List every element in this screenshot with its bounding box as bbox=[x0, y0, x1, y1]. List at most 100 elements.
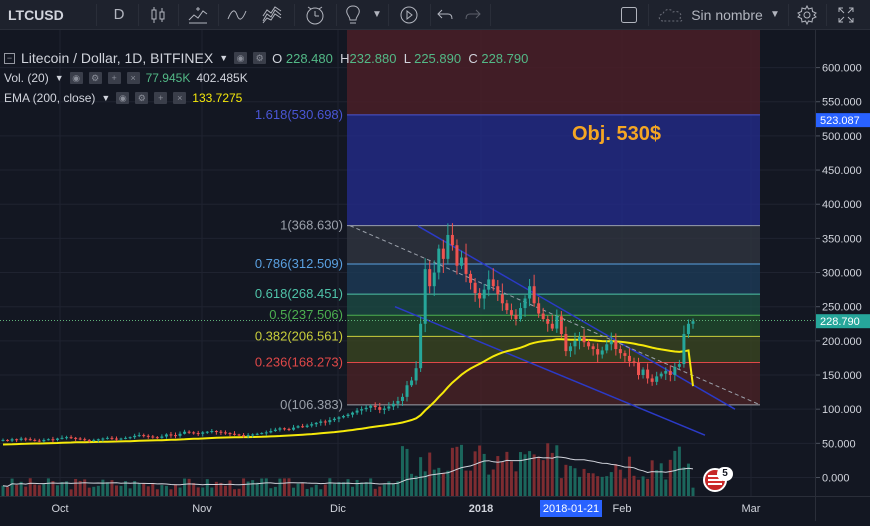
candle bbox=[237, 434, 241, 436]
candle bbox=[33, 439, 37, 441]
close-label: C bbox=[468, 50, 478, 66]
ema-legend: EMA (200, close) ▼ ◉ ⚙ + × 133.7275 bbox=[4, 91, 242, 105]
candle bbox=[323, 421, 327, 423]
candle bbox=[391, 403, 395, 407]
volume-bar bbox=[296, 483, 300, 496]
gear-icon[interactable]: ⚙ bbox=[88, 72, 102, 84]
volume-bar bbox=[509, 461, 513, 496]
volume-bar bbox=[432, 469, 436, 496]
volume-bar bbox=[242, 478, 246, 496]
collapse-legend-icon[interactable]: − bbox=[4, 52, 15, 64]
close-icon[interactable]: × bbox=[173, 92, 187, 104]
volume-bar bbox=[351, 486, 355, 496]
price-tick-label: 50.000 bbox=[822, 438, 856, 450]
candle bbox=[609, 340, 613, 345]
volume-bar bbox=[609, 472, 613, 496]
undo-icon[interactable] bbox=[432, 0, 458, 29]
candle bbox=[328, 420, 332, 423]
eye-icon[interactable]: ◉ bbox=[69, 72, 83, 84]
fullscreen-square-icon[interactable] bbox=[614, 0, 644, 29]
volume-bar bbox=[133, 480, 137, 496]
add-icon[interactable]: + bbox=[154, 92, 168, 104]
volume-bar bbox=[169, 489, 173, 496]
volume-bar bbox=[178, 487, 182, 496]
volume-bar bbox=[428, 452, 432, 496]
candle bbox=[382, 408, 386, 410]
volume-bar bbox=[55, 485, 59, 496]
candle bbox=[673, 366, 677, 376]
interval-button[interactable]: D bbox=[113, 6, 125, 23]
eye-icon[interactable]: ◉ bbox=[116, 92, 130, 104]
candle bbox=[155, 437, 159, 439]
redo-icon[interactable] bbox=[460, 0, 486, 29]
volume-bar bbox=[650, 460, 654, 496]
cloud-icon[interactable] bbox=[654, 0, 688, 29]
layout-chevron-down-icon[interactable]: ▼ bbox=[770, 9, 780, 20]
volume-bar bbox=[591, 473, 595, 496]
volume-bar bbox=[328, 478, 332, 496]
series-title[interactable]: Litecoin / Dollar, 1D, BITFINEX bbox=[21, 50, 214, 66]
layout-name[interactable]: Sin nombre bbox=[691, 6, 763, 23]
candle bbox=[500, 294, 504, 304]
time-tick-label: Feb bbox=[613, 503, 632, 515]
volume-bar bbox=[641, 476, 645, 496]
symbol-search[interactable]: LTCUSD bbox=[8, 6, 64, 23]
last-price-label: 228.790 bbox=[820, 316, 860, 328]
candle bbox=[437, 248, 441, 273]
add-icon[interactable]: + bbox=[107, 72, 121, 84]
ema-menu-chevron-icon[interactable]: ▼ bbox=[101, 93, 111, 103]
alert-clock-icon[interactable] bbox=[298, 0, 332, 29]
candle bbox=[632, 361, 636, 363]
ema-label[interactable]: EMA (200, close) bbox=[4, 91, 96, 105]
volume-bar bbox=[491, 469, 495, 496]
high-label: H bbox=[340, 50, 350, 66]
volume-bar bbox=[278, 478, 282, 496]
candle-style-icon[interactable] bbox=[142, 0, 174, 29]
marker-price-label: 523.087 bbox=[820, 115, 860, 127]
volume-bar bbox=[314, 484, 318, 496]
candle bbox=[46, 439, 50, 441]
candle bbox=[410, 380, 414, 386]
volume-label[interactable]: Vol. (20) bbox=[4, 71, 49, 85]
candle bbox=[42, 439, 46, 442]
volume-bar bbox=[105, 482, 109, 496]
candle bbox=[555, 316, 559, 329]
ema-value: 133.7275 bbox=[192, 91, 243, 105]
templates-icon[interactable] bbox=[256, 0, 288, 29]
lightbulb-icon[interactable] bbox=[340, 0, 366, 29]
volume-bar bbox=[505, 451, 509, 496]
candle bbox=[196, 433, 200, 435]
candle bbox=[242, 435, 246, 437]
volume-bar bbox=[618, 469, 622, 496]
gear-icon[interactable]: ⚙ bbox=[135, 92, 149, 104]
price-axis[interactable]: 600.000 550.000 500.000 450.000 400.000 350.0… bbox=[815, 30, 870, 496]
time-axis[interactable]: Oct Nov Dic 2018 Feb Mar 2018-01-21 bbox=[0, 496, 815, 521]
volume-menu-chevron-icon[interactable]: ▼ bbox=[54, 73, 64, 83]
gear-icon[interactable]: ⚙ bbox=[253, 52, 267, 64]
candle bbox=[201, 432, 205, 434]
expand-icon[interactable] bbox=[830, 0, 862, 29]
volume-bar bbox=[87, 487, 91, 496]
volume-bar bbox=[246, 481, 250, 496]
volume-bar bbox=[523, 454, 527, 496]
eye-icon[interactable]: ◉ bbox=[234, 52, 248, 64]
ideas-chevron-down-icon[interactable]: ▼ bbox=[372, 9, 382, 20]
volume-bar bbox=[564, 464, 568, 496]
toolbar-divider bbox=[388, 4, 389, 26]
settings-gear-icon[interactable] bbox=[792, 0, 822, 29]
replay-icon[interactable] bbox=[392, 0, 426, 29]
volume-legend: Vol. (20) ▼ ◉ ⚙ + × 77.945K 402.485K bbox=[4, 71, 248, 85]
open-value: 228.480 bbox=[285, 50, 333, 66]
fib-zone bbox=[347, 263, 760, 295]
series-menu-chevron-icon[interactable]: ▼ bbox=[219, 53, 229, 63]
indicators-icon[interactable] bbox=[222, 0, 252, 29]
volume-bar bbox=[337, 482, 341, 496]
candle bbox=[600, 350, 604, 355]
close-icon[interactable]: × bbox=[126, 72, 140, 84]
candle bbox=[87, 439, 91, 441]
volume-bar bbox=[101, 479, 105, 496]
volume-bar bbox=[269, 488, 273, 496]
compare-icon[interactable] bbox=[182, 0, 214, 29]
candle bbox=[110, 437, 114, 439]
candle bbox=[310, 424, 314, 426]
